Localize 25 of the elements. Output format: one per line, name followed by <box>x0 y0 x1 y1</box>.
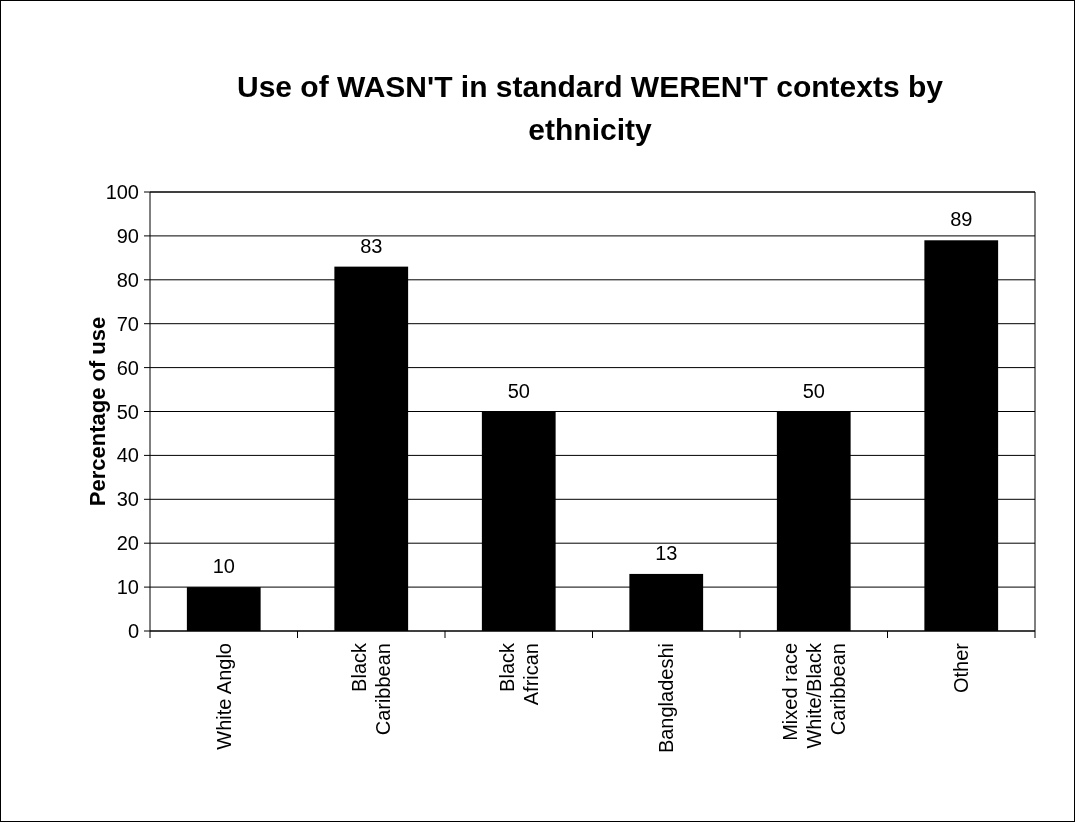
y-tick-label: 80 <box>116 268 139 291</box>
data-label: 50 <box>507 379 530 402</box>
x-tick-label: Bangladeshi <box>655 643 678 754</box>
y-tick-label: 20 <box>116 532 139 555</box>
x-tick-label: White Anglo <box>212 643 235 750</box>
x-tick-label: Other <box>950 642 973 694</box>
x-tick-label: Black Caribbean <box>348 642 395 736</box>
y-tick-label: 50 <box>116 400 139 423</box>
x-tick-label: Mixed race White/Black Caribbean <box>778 642 849 749</box>
y-tick-label: 70 <box>116 312 139 335</box>
x-tick-label: Black African <box>495 642 542 706</box>
y-tick-label: 0 <box>127 620 139 642</box>
chart-title: Use of WASN'T in standard WEREN'T contexts by ethnicity <box>236 70 944 146</box>
y-tick-label: 100 <box>105 181 139 203</box>
y-tick-label: 60 <box>116 356 139 379</box>
y-tick-label: 30 <box>116 488 139 511</box>
y-tick-label: 40 <box>116 444 139 467</box>
data-label: 13 <box>655 541 678 564</box>
data-label: 10 <box>212 555 235 578</box>
data-label: 83 <box>360 234 383 257</box>
y-tick-label: 10 <box>116 576 139 599</box>
data-label: 89 <box>950 208 973 231</box>
y-tick-label: 90 <box>116 224 139 247</box>
data-label: 50 <box>802 379 825 402</box>
y-axis-title: Percentage of use <box>85 316 110 507</box>
